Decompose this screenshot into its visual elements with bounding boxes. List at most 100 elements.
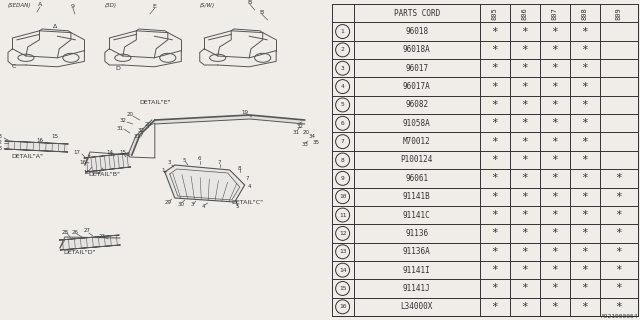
Text: *: * <box>492 137 498 147</box>
Text: *: * <box>492 265 498 275</box>
Text: 91141B: 91141B <box>403 192 431 201</box>
Text: *: * <box>616 284 622 293</box>
Text: *: * <box>582 137 588 147</box>
Text: *: * <box>552 265 558 275</box>
Polygon shape <box>60 235 120 250</box>
Text: 4: 4 <box>202 204 205 209</box>
Text: 34: 34 <box>308 134 315 140</box>
Text: *: * <box>616 228 622 238</box>
Text: (S/W): (S/W) <box>200 3 215 7</box>
Text: *: * <box>552 302 558 312</box>
Text: *: * <box>522 155 528 165</box>
Text: E: E <box>153 4 157 9</box>
Text: 18: 18 <box>0 147 2 151</box>
Text: *: * <box>522 247 528 257</box>
Text: *: * <box>522 173 528 183</box>
Text: 15: 15 <box>119 150 126 156</box>
Text: *: * <box>492 210 498 220</box>
Text: *: * <box>522 228 528 238</box>
Text: *: * <box>552 45 558 55</box>
Text: P100124: P100124 <box>401 156 433 164</box>
Text: (SEDAN): (SEDAN) <box>8 3 31 7</box>
Text: *: * <box>552 137 558 147</box>
Text: 30: 30 <box>177 202 184 206</box>
Text: 4: 4 <box>340 84 344 89</box>
Text: 28: 28 <box>61 229 68 235</box>
Text: *: * <box>492 247 498 257</box>
Text: *: * <box>616 173 622 183</box>
Polygon shape <box>165 165 244 202</box>
Text: 20: 20 <box>126 113 133 117</box>
Text: DETAIL"B": DETAIL"B" <box>89 172 121 178</box>
Text: 15: 15 <box>339 286 346 291</box>
Text: *: * <box>522 82 528 92</box>
Text: *: * <box>582 284 588 293</box>
Text: *: * <box>582 210 588 220</box>
Text: 12: 12 <box>339 231 346 236</box>
Text: 31: 31 <box>116 125 124 131</box>
Text: 23: 23 <box>99 235 106 239</box>
Text: 31: 31 <box>292 130 299 134</box>
Text: 32: 32 <box>296 124 303 129</box>
Text: *: * <box>582 63 588 73</box>
Text: *: * <box>582 192 588 202</box>
Text: 9: 9 <box>71 4 75 9</box>
Text: PARTS CORD: PARTS CORD <box>394 9 440 18</box>
Text: *: * <box>492 228 498 238</box>
Text: 3: 3 <box>191 203 195 207</box>
Text: DETAIL"C": DETAIL"C" <box>232 199 264 204</box>
Text: *: * <box>522 210 528 220</box>
Text: *: * <box>552 210 558 220</box>
Text: *: * <box>552 228 558 238</box>
Text: 15: 15 <box>51 134 58 140</box>
Text: L34000X: L34000X <box>401 302 433 311</box>
Text: *: * <box>616 265 622 275</box>
Text: 2: 2 <box>340 47 344 52</box>
Polygon shape <box>128 120 155 155</box>
Text: 3: 3 <box>340 66 344 71</box>
Text: *: * <box>522 265 528 275</box>
Text: *: * <box>492 27 498 36</box>
Text: 7: 7 <box>218 159 221 164</box>
Text: 5: 5 <box>183 157 186 163</box>
Text: *: * <box>582 247 588 257</box>
Text: *: * <box>582 228 588 238</box>
Text: 31: 31 <box>133 134 140 140</box>
Text: 26: 26 <box>72 229 79 235</box>
Text: 91141J: 91141J <box>403 284 431 293</box>
Text: *: * <box>492 155 498 165</box>
Text: A: A <box>38 3 42 7</box>
Text: 96061: 96061 <box>405 174 428 183</box>
Text: 96082: 96082 <box>405 100 428 109</box>
Text: *: * <box>552 100 558 110</box>
Text: 808: 808 <box>582 7 588 20</box>
Text: *: * <box>492 192 498 202</box>
Text: 809: 809 <box>616 7 622 20</box>
Text: 20: 20 <box>145 122 151 126</box>
Text: B: B <box>260 10 264 14</box>
Text: *: * <box>582 100 588 110</box>
Text: C: C <box>12 65 16 69</box>
Text: *: * <box>616 302 622 312</box>
Text: *: * <box>522 284 528 293</box>
Text: 5: 5 <box>236 204 239 210</box>
Text: 19: 19 <box>241 109 248 115</box>
Text: 805: 805 <box>492 7 498 20</box>
Text: 27: 27 <box>83 228 90 234</box>
Text: *: * <box>582 173 588 183</box>
Text: Δ: Δ <box>53 23 57 28</box>
Text: 6: 6 <box>198 156 202 162</box>
Text: 10: 10 <box>339 194 346 199</box>
Text: *: * <box>552 118 558 128</box>
Text: 29: 29 <box>164 199 172 204</box>
Text: 8: 8 <box>340 157 344 163</box>
Text: *: * <box>552 284 558 293</box>
Text: 91136A: 91136A <box>403 247 431 256</box>
Text: 13: 13 <box>339 249 346 254</box>
Text: *: * <box>492 302 498 312</box>
Text: 96017: 96017 <box>405 64 428 73</box>
Polygon shape <box>155 115 305 124</box>
Text: *: * <box>522 118 528 128</box>
Text: *: * <box>492 63 498 73</box>
Text: 807: 807 <box>552 7 558 20</box>
